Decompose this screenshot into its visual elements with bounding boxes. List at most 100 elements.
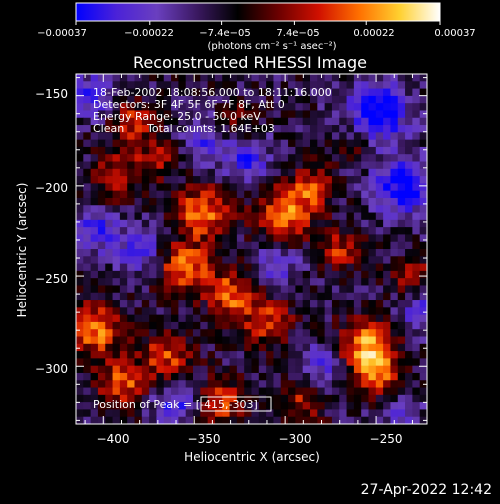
heatmap-cell [112, 270, 121, 279]
heatmap-cell [288, 336, 296, 345]
heatmap-cell [251, 256, 260, 264]
heatmap-cell [310, 387, 318, 396]
heatmap-cell [405, 416, 413, 425]
heatmap-cell [251, 285, 260, 294]
heatmap-cell [171, 234, 179, 243]
heatmap-cell [185, 321, 194, 330]
heatmap-cell [134, 336, 143, 345]
heatmap-cell [141, 249, 150, 257]
heatmap-cell [112, 146, 121, 155]
heatmap-cell [112, 117, 121, 126]
heatmap-cell [310, 278, 318, 286]
heatmap-cell [295, 146, 304, 155]
heatmap-cell [90, 292, 99, 301]
heatmap-cell [141, 263, 150, 272]
heatmap-cell [105, 95, 113, 104]
heatmap-cell [346, 139, 355, 148]
heatmap-cell [105, 249, 113, 257]
heatmap-cell [149, 278, 157, 286]
heatmap-cell [412, 314, 421, 323]
heatmap-cell [339, 154, 347, 162]
heatmap-cell [339, 343, 347, 352]
heatmap-cell [200, 125, 209, 133]
heatmap-cell [368, 146, 377, 155]
heatmap-cell [214, 387, 223, 396]
axis-ticks [76, 74, 427, 424]
heatmap-cell [368, 139, 377, 148]
heatmap-cell [251, 365, 260, 374]
heatmap-cell [97, 190, 106, 199]
heatmap-cell [412, 358, 421, 367]
heatmap-cell [105, 380, 113, 388]
heatmap-cell [171, 219, 179, 228]
heatmap-cell [163, 190, 172, 199]
heatmap-cell [97, 205, 106, 213]
heatmap-cell [127, 380, 135, 388]
heatmap-cell [244, 351, 252, 359]
heatmap-cell [119, 416, 128, 425]
heatmap-cell [280, 219, 289, 228]
heatmap-cell [339, 270, 347, 279]
heatmap-cell [127, 300, 135, 308]
heatmap-cell [178, 351, 187, 359]
heatmap-cell [119, 110, 128, 119]
heatmap-cell [149, 416, 157, 425]
heatmap-cell [236, 227, 245, 235]
heatmap-cell [419, 402, 428, 410]
heatmap-cell [229, 343, 238, 352]
heatmap-cell [368, 88, 377, 97]
heatmap-cell [317, 394, 326, 403]
heatmap-cell [156, 241, 165, 250]
heatmap-cell [236, 285, 245, 294]
heatmap-cell [375, 292, 384, 301]
heatmap-cell [383, 380, 391, 388]
heatmap-cell [383, 161, 391, 170]
heatmap-cell [353, 387, 362, 396]
heatmap-cell [412, 402, 421, 410]
heatmap-cell [163, 292, 172, 301]
heatmap-cell [390, 300, 399, 308]
heatmap-cell [361, 351, 369, 359]
heatmap-cell [83, 227, 92, 235]
heatmap-cell [353, 314, 362, 323]
heatmap-cell [149, 176, 157, 184]
heatmap-cell [149, 219, 157, 228]
heatmap-cell [171, 176, 179, 184]
heatmap-cell [317, 176, 326, 184]
heatmap-cell [229, 351, 238, 359]
heatmap-cell [383, 241, 391, 250]
heatmap-cell [156, 219, 165, 228]
heatmap-cell [339, 241, 347, 250]
heatmap-cell [90, 416, 99, 425]
heatmap-cell [339, 278, 347, 286]
heatmap-cell [244, 183, 252, 192]
heatmap-cell [390, 278, 399, 286]
heatmap-cell [346, 241, 355, 250]
heatmap-cell [375, 197, 384, 206]
heatmap-cell [288, 212, 296, 221]
heatmap-cell [141, 183, 150, 192]
heatmap-cell [346, 256, 355, 264]
heatmap-cell [193, 132, 201, 141]
heatmap-cell [156, 197, 165, 206]
heatmap-cell [97, 103, 106, 111]
heatmap-cell [412, 168, 421, 177]
heatmap-cell [207, 358, 216, 367]
heatmap-cell [229, 278, 238, 286]
heatmap-cell [207, 241, 216, 250]
heatmap-cell [185, 351, 194, 359]
heatmap-cell [302, 146, 311, 155]
heatmap-cell [134, 197, 143, 206]
heatmap-cell [90, 351, 99, 359]
heatmap-cell [90, 329, 99, 337]
heatmap-cell [156, 88, 165, 97]
heatmap-cell [119, 300, 128, 308]
heatmap-cell [361, 146, 369, 155]
heatmap-cell [90, 139, 99, 148]
heatmap-cell [324, 394, 333, 403]
heatmap-cell [324, 387, 333, 396]
heatmap-cell [90, 285, 99, 294]
heatmap-cell [171, 139, 179, 148]
heatmap-cell [324, 256, 333, 264]
heatmap-cell [258, 329, 267, 337]
